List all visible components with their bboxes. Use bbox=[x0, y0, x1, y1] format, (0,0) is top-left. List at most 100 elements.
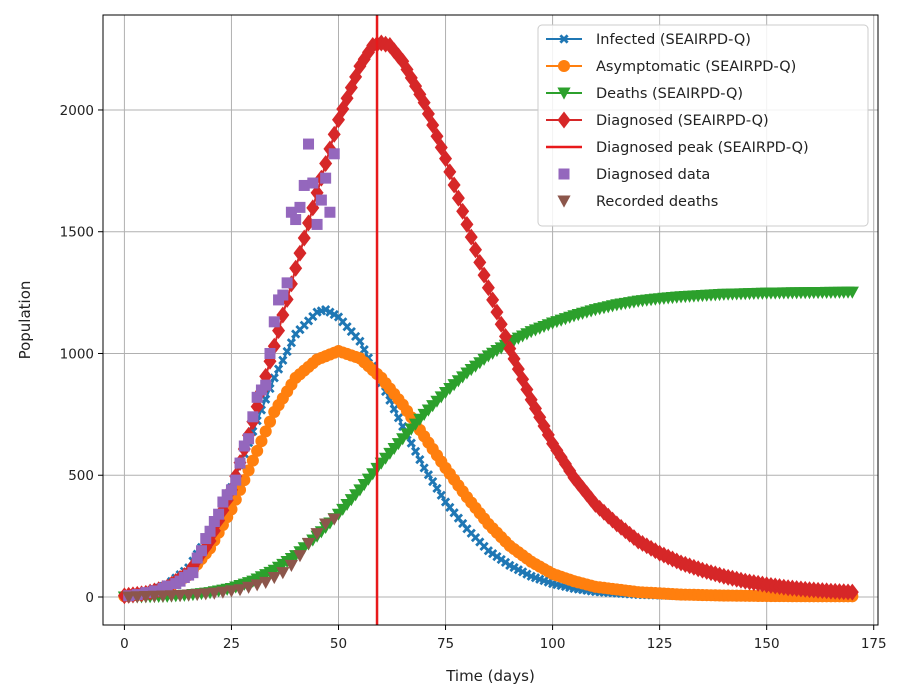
data-point bbox=[415, 455, 425, 465]
x-tick-label: 75 bbox=[437, 636, 454, 652]
data-point bbox=[161, 580, 173, 592]
data-point bbox=[355, 336, 365, 346]
data-point bbox=[238, 440, 250, 452]
x-tick-label: 25 bbox=[223, 636, 240, 652]
data-point bbox=[217, 496, 229, 508]
data-point bbox=[259, 425, 272, 438]
legend-box bbox=[537, 24, 869, 227]
data-point bbox=[276, 567, 290, 580]
data-point bbox=[606, 511, 620, 529]
legend-item: Asymptomatic (SEAIRPD-Q) bbox=[546, 59, 796, 75]
data-point bbox=[423, 470, 434, 480]
data-point bbox=[391, 47, 405, 65]
x-tick-label: 0 bbox=[120, 636, 129, 652]
data-point bbox=[182, 589, 196, 602]
data-point bbox=[281, 277, 293, 289]
data-point bbox=[156, 590, 170, 603]
legend-item: Infected (SEAIRPD-Q) bbox=[546, 32, 751, 48]
data-point bbox=[190, 589, 204, 602]
data-point bbox=[460, 215, 474, 233]
x-axis-label: Time (days) bbox=[445, 667, 535, 685]
data-point bbox=[264, 347, 276, 359]
data-point bbox=[301, 537, 316, 551]
data-point bbox=[251, 391, 263, 403]
legend-marker bbox=[557, 111, 571, 129]
data-point bbox=[320, 172, 332, 184]
data-point bbox=[191, 552, 203, 564]
data-point bbox=[255, 435, 268, 448]
data-point bbox=[473, 253, 487, 271]
data-point bbox=[246, 454, 259, 467]
data-point bbox=[359, 344, 369, 355]
data-point bbox=[319, 518, 333, 531]
data-point bbox=[241, 581, 256, 594]
data-point bbox=[233, 584, 247, 597]
data-point bbox=[268, 316, 280, 328]
data-point bbox=[187, 567, 199, 579]
data-point bbox=[303, 138, 315, 150]
data-point bbox=[353, 57, 367, 75]
data-point bbox=[315, 194, 327, 206]
data-point bbox=[464, 228, 478, 246]
legend-item: Diagnosed (SEAIRPD-Q) bbox=[546, 111, 769, 129]
data-point bbox=[436, 490, 446, 500]
data-point bbox=[447, 176, 461, 194]
data-point bbox=[428, 476, 438, 487]
legend-marker bbox=[557, 195, 571, 208]
legend-label: Asymptomatic (SEAIRPD-Q) bbox=[596, 59, 796, 75]
data-point bbox=[310, 528, 324, 541]
data-point bbox=[307, 177, 319, 189]
legend-label: Deaths (SEAIRPD-Q) bbox=[596, 86, 743, 102]
data-point bbox=[498, 327, 512, 345]
data-point bbox=[469, 241, 483, 259]
data-point bbox=[293, 550, 307, 563]
data-point bbox=[234, 457, 246, 469]
data-point bbox=[250, 579, 264, 592]
legend-label: Diagnosed peak (SEAIRPD-Q) bbox=[596, 140, 809, 156]
data-point bbox=[284, 559, 298, 572]
data-point bbox=[328, 148, 340, 160]
data-point bbox=[406, 438, 416, 448]
data-point bbox=[387, 42, 401, 60]
data-point bbox=[122, 591, 136, 604]
data-point bbox=[419, 463, 429, 473]
legend-item: Diagnosed data bbox=[558, 167, 710, 183]
series-layer bbox=[117, 15, 859, 625]
y-tick-label: 1000 bbox=[60, 346, 94, 362]
axis-ticks: 0 25 50 75 100 125 150 175 0 500 1000 1500 2000 bbox=[60, 103, 887, 652]
legend-marker bbox=[559, 34, 569, 44]
data-point bbox=[290, 214, 302, 226]
x-tick-label: 50 bbox=[330, 636, 347, 652]
data-point bbox=[477, 266, 491, 284]
data-point bbox=[439, 150, 453, 168]
data-point bbox=[173, 590, 187, 603]
series-recorded-deaths bbox=[122, 513, 341, 604]
data-point bbox=[432, 483, 442, 494]
data-point bbox=[213, 508, 225, 520]
data-point bbox=[494, 315, 508, 333]
data-point bbox=[336, 100, 350, 118]
legend-label: Diagnosed data bbox=[596, 167, 710, 183]
data-point bbox=[199, 588, 213, 601]
x-tick-label: 125 bbox=[647, 636, 673, 652]
legend-label: Diagnosed (SEAIRPD-Q) bbox=[596, 113, 769, 129]
data-point bbox=[357, 50, 371, 68]
data-point bbox=[195, 545, 207, 557]
data-point bbox=[311, 218, 323, 230]
data-point bbox=[273, 364, 284, 374]
data-point bbox=[389, 404, 399, 414]
data-point bbox=[269, 373, 279, 383]
legend-item: Deaths (SEAIRPD-Q) bbox=[546, 86, 743, 102]
data-point bbox=[456, 202, 470, 220]
y-tick-label: 500 bbox=[68, 468, 94, 484]
data-point bbox=[327, 125, 341, 143]
x-tick-label: 100 bbox=[540, 636, 566, 652]
data-point bbox=[260, 379, 272, 391]
legend-item: Recorded deaths bbox=[557, 194, 718, 210]
x-tick-label: 175 bbox=[861, 636, 887, 652]
data-point bbox=[383, 36, 397, 54]
data-point bbox=[410, 446, 421, 456]
data-point bbox=[242, 464, 255, 477]
legend-label: Recorded deaths bbox=[596, 194, 718, 210]
